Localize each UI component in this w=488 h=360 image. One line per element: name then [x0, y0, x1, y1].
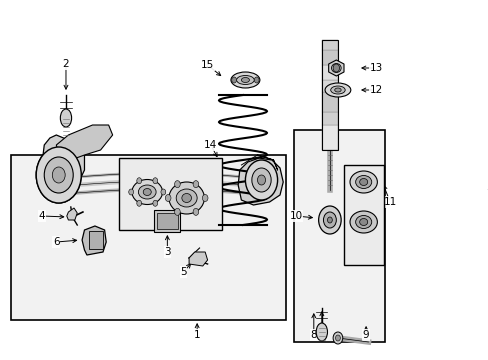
Ellipse shape — [330, 86, 345, 94]
Text: 5: 5 — [180, 267, 186, 277]
Circle shape — [323, 212, 336, 228]
Polygon shape — [238, 158, 283, 205]
Ellipse shape — [349, 171, 377, 193]
Ellipse shape — [359, 179, 367, 185]
Bar — [343, 165, 383, 265]
Ellipse shape — [138, 185, 156, 199]
Circle shape — [332, 332, 342, 344]
Text: 10: 10 — [289, 211, 302, 221]
Polygon shape — [42, 135, 84, 195]
Circle shape — [165, 194, 171, 202]
Circle shape — [318, 206, 341, 234]
Circle shape — [52, 167, 65, 183]
Ellipse shape — [349, 211, 377, 233]
Ellipse shape — [182, 194, 191, 202]
Text: 12: 12 — [369, 85, 383, 95]
Polygon shape — [328, 60, 343, 76]
Bar — [321, 80, 337, 92]
Ellipse shape — [325, 83, 350, 97]
Circle shape — [245, 160, 277, 200]
Ellipse shape — [331, 63, 341, 72]
Ellipse shape — [334, 88, 341, 92]
Bar — [119, 158, 222, 230]
Circle shape — [161, 189, 165, 195]
Polygon shape — [189, 252, 207, 266]
Circle shape — [327, 217, 332, 223]
Circle shape — [231, 77, 236, 83]
Text: 6: 6 — [53, 237, 60, 247]
Ellipse shape — [230, 72, 259, 88]
Circle shape — [128, 189, 133, 195]
Text: 8: 8 — [310, 330, 317, 340]
Bar — [154, 210, 180, 232]
Polygon shape — [67, 208, 77, 220]
Circle shape — [251, 168, 271, 192]
Circle shape — [36, 147, 81, 203]
Text: 15: 15 — [201, 60, 214, 70]
Circle shape — [193, 208, 198, 215]
Circle shape — [174, 208, 180, 215]
Circle shape — [44, 157, 73, 193]
Bar — [321, 40, 337, 50]
Bar — [321, 92, 337, 112]
Ellipse shape — [169, 182, 204, 214]
Circle shape — [174, 181, 180, 188]
Polygon shape — [82, 226, 106, 255]
Text: 13: 13 — [369, 63, 383, 73]
Text: 7: 7 — [485, 189, 488, 199]
Text: 3: 3 — [163, 247, 170, 257]
Ellipse shape — [355, 175, 371, 189]
Circle shape — [153, 200, 158, 206]
Bar — [321, 125, 337, 150]
Bar — [321, 112, 337, 125]
Ellipse shape — [241, 77, 249, 82]
Ellipse shape — [176, 189, 197, 207]
Circle shape — [257, 175, 265, 185]
Circle shape — [137, 178, 142, 184]
Bar — [88, 231, 103, 249]
Bar — [294, 130, 385, 342]
Text: 11: 11 — [383, 197, 396, 207]
Ellipse shape — [359, 219, 367, 225]
Ellipse shape — [60, 109, 71, 127]
Bar — [321, 40, 337, 150]
Text: 9: 9 — [362, 330, 368, 340]
Circle shape — [52, 167, 65, 183]
Circle shape — [137, 200, 142, 206]
Text: 1: 1 — [193, 330, 200, 340]
Circle shape — [202, 194, 207, 202]
Text: 2: 2 — [62, 59, 69, 69]
Bar — [321, 65, 337, 80]
Ellipse shape — [236, 76, 254, 85]
Circle shape — [332, 64, 339, 72]
Bar — [157, 213, 178, 229]
Text: 14: 14 — [204, 140, 217, 150]
Ellipse shape — [143, 189, 151, 195]
Polygon shape — [56, 125, 112, 160]
Circle shape — [36, 147, 81, 203]
Ellipse shape — [132, 180, 162, 204]
Circle shape — [335, 335, 340, 341]
Circle shape — [153, 178, 158, 184]
Text: 2: 2 — [318, 330, 325, 340]
Circle shape — [254, 77, 259, 83]
Circle shape — [193, 181, 198, 188]
Ellipse shape — [316, 323, 327, 341]
Circle shape — [44, 157, 73, 193]
Ellipse shape — [355, 216, 371, 229]
Text: 4: 4 — [39, 211, 45, 221]
Bar — [321, 50, 337, 65]
Bar — [11, 155, 285, 320]
